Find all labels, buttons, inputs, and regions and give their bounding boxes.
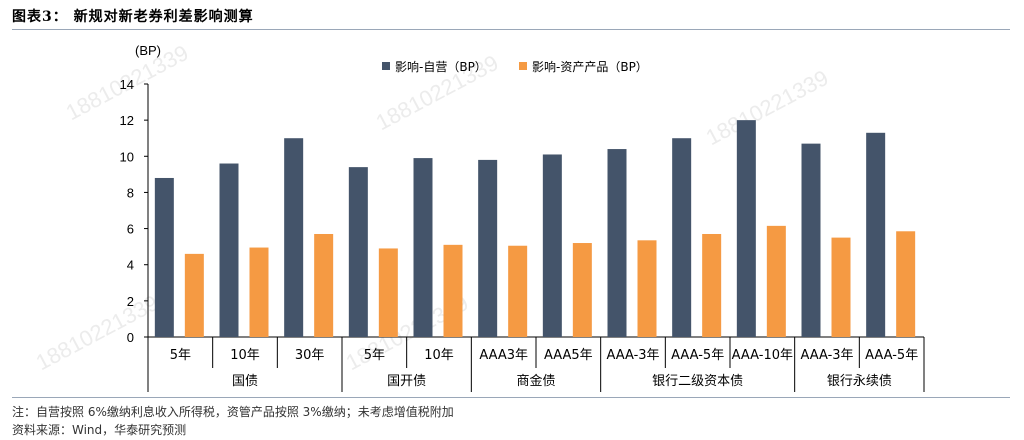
- bar-series2: [378, 248, 398, 337]
- bar-series1: [801, 143, 821, 337]
- legend-swatch: [519, 62, 527, 70]
- y-tick-label: 6: [127, 222, 134, 237]
- legend-label: 影响-资产产品（BP）: [532, 59, 648, 74]
- bar-series1: [478, 159, 498, 337]
- x-category-label: 5年: [364, 348, 385, 363]
- bar-series2: [766, 225, 786, 337]
- legend-swatch: [382, 62, 390, 70]
- bar-series1: [607, 149, 627, 337]
- bar-series2: [508, 245, 528, 337]
- y-tick-label: 8: [127, 185, 134, 200]
- legend-label: 影响-自营（BP）: [395, 59, 487, 74]
- bar-series1: [542, 154, 562, 337]
- figure-title: 图表3： 新规对新老券利差影响测算: [12, 9, 254, 25]
- y-axis-unit-label: (BP): [135, 43, 161, 58]
- bar-series2: [831, 237, 851, 337]
- bar-series2: [896, 231, 916, 337]
- bar-series1: [348, 167, 368, 337]
- chart-source: 资料来源：Wind，华泰研究预测: [12, 423, 187, 437]
- x-category-label: AAA5年: [544, 348, 593, 363]
- bar-series2: [443, 244, 463, 337]
- x-category-label: 30年: [295, 348, 325, 363]
- x-category-label: 5年: [170, 348, 191, 363]
- bar-series2: [184, 253, 204, 337]
- x-category-label: 10年: [230, 348, 260, 363]
- y-tick-label: 4: [127, 258, 134, 273]
- title-divider: [12, 29, 1010, 30]
- bar-series1: [284, 138, 304, 337]
- bar-series2: [314, 233, 334, 337]
- y-tick-label: 10: [120, 149, 134, 164]
- x-category-label: 10年: [424, 348, 454, 363]
- x-category-label: AAA3年: [479, 348, 528, 363]
- chart-note: 注：自营按照 6%缴纳利息收入所得税，资管产品按照 3%缴纳；未考虑增值税附加: [12, 405, 454, 419]
- x-group-label: 国开债: [387, 374, 426, 389]
- x-group-label: 国债: [232, 374, 258, 389]
- footer-divider: [12, 397, 1010, 398]
- bar-series1: [154, 177, 174, 337]
- bar-series2: [637, 240, 657, 337]
- bar-series1: [413, 158, 433, 337]
- x-category-label: AAA-5年: [865, 348, 918, 363]
- bar-series1: [736, 120, 756, 338]
- y-tick-label: 2: [127, 294, 134, 309]
- x-category-label: AAA-5年: [671, 348, 724, 363]
- x-category-label: AAA-10年: [732, 348, 793, 363]
- y-tick-label: 12: [120, 113, 134, 128]
- bar-series1: [219, 163, 239, 337]
- y-tick-label: 14: [120, 77, 134, 92]
- bar-series2: [702, 233, 722, 337]
- x-group-label: 银行永续债: [827, 374, 892, 389]
- x-category-label: AAA-3年: [606, 348, 659, 363]
- x-group-label: 银行二级资本债: [652, 374, 743, 389]
- y-tick-label: 0: [127, 330, 134, 345]
- x-group-label: 商金债: [516, 373, 555, 389]
- bar-series2: [572, 243, 592, 337]
- bar-series1: [672, 138, 692, 337]
- x-category-label: AAA-3年: [800, 348, 853, 363]
- bar-chart: 0 2 4 6 8 10 12 14 (BP) 5年 10年 30年 5年 10年 AAA3年 AAA5年 AA…: [120, 43, 925, 392]
- bar-series1: [866, 132, 886, 337]
- bar-series2: [249, 247, 269, 337]
